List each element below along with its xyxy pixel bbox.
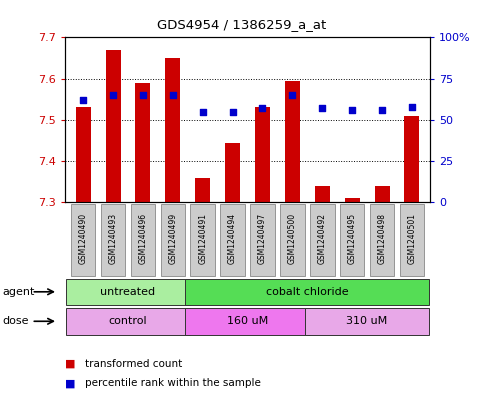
Bar [340, 204, 364, 275]
Bar [404, 116, 419, 202]
Bar [220, 204, 245, 275]
Bar [106, 50, 120, 202]
Point [199, 108, 207, 115]
Text: GSM1240499: GSM1240499 [168, 213, 177, 264]
Point [348, 107, 356, 113]
Point [109, 92, 117, 98]
Bar [345, 198, 360, 202]
Text: GSM1240500: GSM1240500 [288, 213, 297, 264]
Text: ■: ■ [65, 378, 76, 388]
Point [258, 105, 266, 112]
Bar [255, 107, 270, 202]
Bar [71, 204, 96, 275]
Text: percentile rank within the sample: percentile rank within the sample [85, 378, 260, 388]
Bar [225, 143, 240, 202]
Point [139, 92, 147, 98]
Text: GSM1240492: GSM1240492 [318, 213, 327, 264]
Bar [185, 279, 429, 305]
Bar [250, 204, 275, 275]
Text: untreated: untreated [100, 287, 156, 297]
Text: transformed count: transformed count [85, 358, 182, 369]
Bar [375, 186, 389, 202]
Bar [190, 204, 215, 275]
Point [378, 107, 386, 113]
Text: GSM1240497: GSM1240497 [258, 213, 267, 264]
Text: GSM1240495: GSM1240495 [348, 213, 356, 264]
Bar [135, 83, 150, 202]
Text: 310 uM: 310 uM [346, 316, 388, 326]
Text: GSM1240496: GSM1240496 [139, 213, 147, 264]
Bar [285, 81, 300, 202]
Point [79, 97, 87, 103]
Text: control: control [109, 316, 147, 326]
Point [408, 103, 416, 110]
Bar [399, 204, 424, 275]
Bar [195, 178, 210, 202]
Text: 160 uM: 160 uM [227, 316, 268, 326]
Bar [76, 107, 91, 202]
Point [169, 92, 177, 98]
Bar [370, 204, 394, 275]
Bar [160, 204, 185, 275]
Point [318, 105, 326, 112]
Bar [101, 204, 125, 275]
Bar [131, 204, 155, 275]
Bar [165, 58, 180, 202]
Bar [66, 279, 190, 305]
Bar [305, 308, 429, 334]
Point [288, 92, 296, 98]
Bar [185, 308, 310, 334]
Text: dose: dose [2, 316, 29, 326]
Text: GDS4954 / 1386259_a_at: GDS4954 / 1386259_a_at [157, 18, 326, 31]
Text: GSM1240498: GSM1240498 [378, 213, 386, 264]
Bar [315, 186, 330, 202]
Text: GSM1240491: GSM1240491 [198, 213, 207, 264]
Bar [310, 204, 335, 275]
Text: GSM1240490: GSM1240490 [79, 213, 87, 264]
Text: GSM1240494: GSM1240494 [228, 213, 237, 264]
Text: GSM1240493: GSM1240493 [109, 213, 117, 264]
Text: ■: ■ [65, 358, 76, 369]
Text: agent: agent [2, 287, 35, 297]
Bar [280, 204, 305, 275]
Point [229, 108, 237, 115]
Text: GSM1240501: GSM1240501 [408, 213, 416, 264]
Bar [66, 308, 190, 334]
Text: cobalt chloride: cobalt chloride [266, 287, 349, 297]
